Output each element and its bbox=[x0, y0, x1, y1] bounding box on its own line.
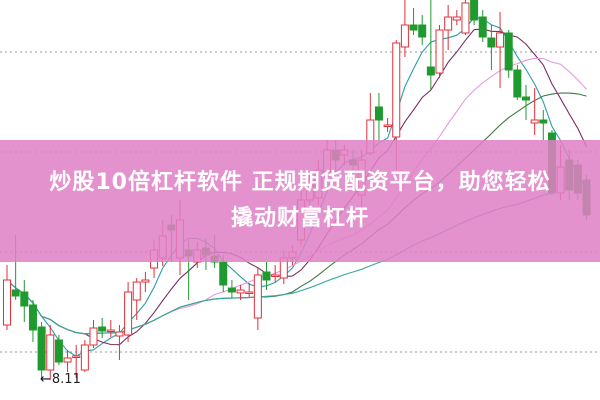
banner-line-1: 炒股10倍杠杆软件 正规期货配资平台，助您轻松 bbox=[49, 170, 551, 195]
candle-body bbox=[444, 16, 453, 31]
candle-body bbox=[400, 24, 409, 48]
candle-body bbox=[219, 261, 228, 286]
candle-body bbox=[227, 287, 236, 293]
banner-line-2: 撬动财富杠杆 bbox=[230, 206, 369, 231]
arrow-left-icon: ← bbox=[40, 371, 51, 387]
candle-body bbox=[124, 291, 133, 336]
candle-body bbox=[513, 69, 522, 98]
candle-body bbox=[522, 96, 530, 101]
candle-body bbox=[20, 291, 29, 307]
candle-body bbox=[28, 304, 37, 331]
candle-body bbox=[435, 29, 444, 74]
candle-body bbox=[271, 274, 280, 277]
candle-body bbox=[245, 291, 254, 294]
candle-body bbox=[470, 0, 479, 21]
candle-body bbox=[487, 37, 496, 48]
low-price-label: 8.11 bbox=[51, 372, 81, 387]
candle-body bbox=[478, 16, 487, 38]
candle-body bbox=[539, 119, 548, 124]
candle-body bbox=[392, 42, 401, 138]
candle-body bbox=[409, 24, 418, 31]
candle-body bbox=[132, 281, 141, 301]
candle-body bbox=[98, 326, 107, 332]
candle-body bbox=[253, 274, 262, 319]
candle-body bbox=[383, 124, 392, 127]
candle-body bbox=[63, 357, 72, 363]
candle-body bbox=[461, 2, 470, 34]
candle-body bbox=[418, 24, 427, 38]
promo-banner: 炒股10倍杠杆软件 正规期货配资平台，助您轻松 撬动财富杠杆 bbox=[0, 140, 600, 262]
candle-body bbox=[452, 16, 461, 21]
candle-body bbox=[141, 279, 150, 283]
candle-body bbox=[504, 32, 513, 71]
candle-body bbox=[496, 32, 505, 48]
candle-body bbox=[80, 344, 89, 371]
candle-body bbox=[530, 119, 539, 124]
candle-body bbox=[236, 289, 245, 294]
candle-body bbox=[3, 279, 11, 326]
low-price-annotation: ← 8.11 bbox=[40, 372, 81, 387]
candle-body bbox=[46, 334, 55, 371]
candle-body bbox=[374, 106, 383, 121]
candle-body bbox=[262, 271, 271, 281]
candle-body bbox=[37, 326, 46, 371]
candle-body bbox=[11, 289, 20, 297]
candle-body bbox=[54, 339, 63, 363]
candle-body bbox=[72, 355, 81, 358]
candle-body bbox=[89, 327, 98, 346]
ma10-line bbox=[6, 28, 588, 346]
candle-body bbox=[115, 331, 124, 337]
candle-body bbox=[106, 329, 115, 332]
candle-body bbox=[426, 66, 435, 76]
